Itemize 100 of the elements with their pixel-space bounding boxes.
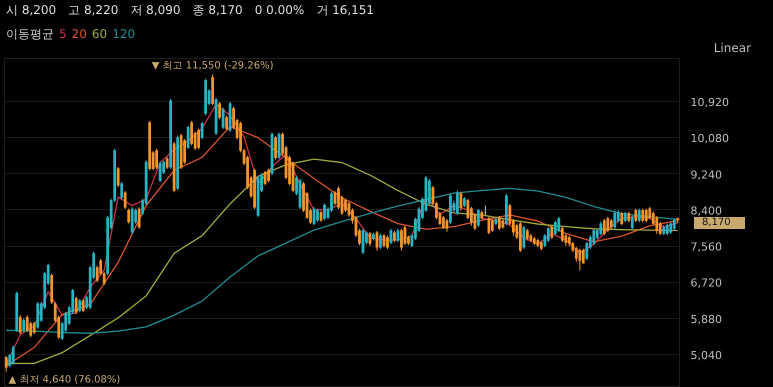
candlestick bbox=[613, 210, 616, 230]
y-tick-label: 6,720 bbox=[690, 276, 722, 290]
candlestick bbox=[460, 191, 462, 212]
candlestick bbox=[522, 225, 526, 250]
candlestick bbox=[585, 241, 588, 261]
candlestick bbox=[32, 321, 36, 335]
candlestick bbox=[630, 214, 634, 230]
candlestick bbox=[222, 107, 224, 130]
candlestick bbox=[190, 120, 193, 146]
annotation: ▼ 최고 11,550 (-29.26%) bbox=[152, 60, 274, 72]
candlestick bbox=[274, 135, 277, 160]
candlestick bbox=[124, 190, 127, 210]
candlestick bbox=[641, 208, 644, 223]
text: 고 8,220 bbox=[68, 3, 118, 17]
candlestick bbox=[26, 314, 29, 333]
y-tick-label: 7,560 bbox=[690, 240, 722, 254]
candlestick bbox=[557, 216, 560, 233]
candlestick bbox=[264, 170, 266, 186]
text: 5 bbox=[59, 27, 67, 41]
candlestick bbox=[78, 298, 82, 313]
candlestick bbox=[186, 125, 190, 150]
candlestick bbox=[267, 168, 270, 183]
candlestick bbox=[666, 223, 669, 236]
candlestick bbox=[446, 218, 448, 232]
text: 120 bbox=[112, 27, 136, 41]
candlestick bbox=[624, 211, 627, 223]
candlestick bbox=[12, 344, 15, 366]
candlestick bbox=[344, 198, 347, 213]
text: 시 8,200 bbox=[6, 3, 56, 17]
text: 20 bbox=[72, 27, 87, 41]
candlestick bbox=[602, 218, 606, 236]
candlestick bbox=[599, 220, 602, 236]
candlestick bbox=[316, 208, 319, 222]
candlestick bbox=[655, 215, 658, 234]
candlestick bbox=[550, 224, 554, 240]
candlestick bbox=[320, 210, 322, 222]
candlestick bbox=[376, 230, 378, 252]
candlestick bbox=[225, 115, 228, 131]
candlestick bbox=[606, 216, 610, 233]
candlestick bbox=[620, 211, 624, 226]
y-tick-label: 10,080 bbox=[690, 132, 729, 146]
candlestick bbox=[498, 215, 501, 231]
candlestick bbox=[400, 228, 403, 252]
candlestick bbox=[501, 218, 504, 230]
candlestick bbox=[362, 228, 364, 255]
text: 60 bbox=[92, 27, 108, 41]
candlestick bbox=[386, 235, 389, 250]
y-tick-label: 8,400 bbox=[690, 204, 722, 218]
candlestick bbox=[634, 208, 638, 223]
candlestick bbox=[323, 202, 326, 221]
text: 종 8,170 bbox=[192, 3, 243, 17]
candlestick bbox=[554, 220, 557, 236]
candlestick bbox=[560, 226, 564, 243]
line-series bbox=[6, 188, 678, 334]
candlestick bbox=[382, 233, 386, 248]
y-tick-label: 9,240 bbox=[690, 168, 722, 182]
legend-title: 이동평균 bbox=[6, 27, 54, 41]
candlestick bbox=[662, 224, 666, 236]
candlestick bbox=[368, 231, 372, 247]
candlestick bbox=[463, 196, 466, 208]
candlestick bbox=[638, 208, 641, 223]
candlestick bbox=[22, 318, 26, 333]
text: Linear bbox=[714, 40, 751, 57]
candlestick bbox=[477, 208, 480, 228]
y-tick-label: 10,920 bbox=[690, 96, 729, 110]
candlestick bbox=[155, 148, 158, 170]
candlestick bbox=[183, 138, 186, 164]
candlestick bbox=[393, 230, 396, 243]
text: 0 0.00% bbox=[254, 3, 304, 17]
candlestick bbox=[578, 248, 582, 272]
candlestick bbox=[568, 235, 571, 247]
candlestick bbox=[540, 240, 543, 251]
text: 8,170 bbox=[694, 217, 745, 230]
candlestick bbox=[644, 208, 648, 223]
candlestick bbox=[74, 296, 78, 314]
candlestick bbox=[526, 228, 529, 241]
candlestick bbox=[218, 101, 221, 120]
candlestick bbox=[592, 228, 596, 246]
candlestick bbox=[669, 222, 672, 234]
text: 거 16,151 bbox=[316, 3, 374, 17]
candlestick bbox=[491, 218, 494, 232]
candlestick bbox=[390, 228, 392, 245]
candlestick bbox=[610, 218, 613, 230]
candlestick bbox=[130, 206, 134, 234]
annotation: ▲ 최저 4,640 (76.08%) bbox=[8, 374, 120, 386]
y-tick-label: 5,040 bbox=[690, 348, 722, 362]
candlestick bbox=[442, 215, 445, 230]
candlestick bbox=[36, 301, 40, 330]
candlestick bbox=[200, 121, 204, 140]
candlestick bbox=[278, 132, 280, 160]
candlestick bbox=[82, 298, 85, 313]
candlestick bbox=[166, 156, 169, 170]
candlestick bbox=[197, 128, 200, 150]
candlestick bbox=[158, 161, 162, 183]
candlestick bbox=[127, 208, 130, 224]
candlestick bbox=[627, 211, 630, 223]
candlestick bbox=[488, 216, 490, 234]
candlestick bbox=[396, 228, 400, 243]
candlestick bbox=[138, 206, 141, 230]
candlestick bbox=[456, 190, 459, 216]
